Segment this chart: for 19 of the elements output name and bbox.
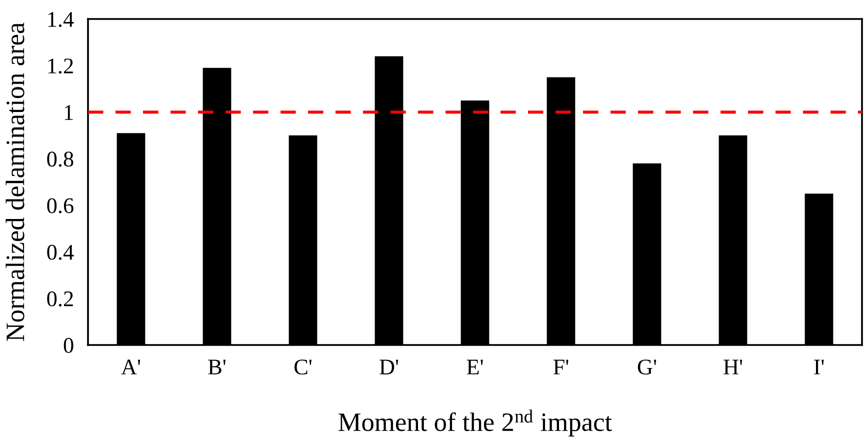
x-tick-label: E': [466, 360, 483, 374]
y-tick-label: 1: [64, 105, 73, 120]
y-tick-label: 0: [64, 338, 74, 353]
x-tick-label: C': [294, 360, 312, 375]
y-axis-title: Normalized delamination area: [6, 22, 24, 341]
x-tick-label: I': [814, 360, 824, 374]
y-tick-label: 0.8: [47, 152, 74, 167]
x-tick-label: D': [380, 360, 398, 374]
x-tick-label: A': [121, 360, 140, 374]
y-tick-label: 0.6: [47, 198, 74, 214]
y-tick-label: 1.2: [48, 58, 73, 74]
y-tick-label: 0.2: [47, 291, 73, 306]
x-tick-label: G': [638, 360, 656, 375]
x-axis-title: Moment of the 2$^{nd}$ impact: [338, 410, 612, 437]
y-tick-label: 0.4: [47, 244, 74, 260]
x-tick-label: B': [208, 360, 226, 374]
x-tick-label: H': [724, 360, 742, 374]
y-tick-label: 1.4: [48, 12, 74, 28]
x-tick-label: F': [553, 360, 568, 374]
